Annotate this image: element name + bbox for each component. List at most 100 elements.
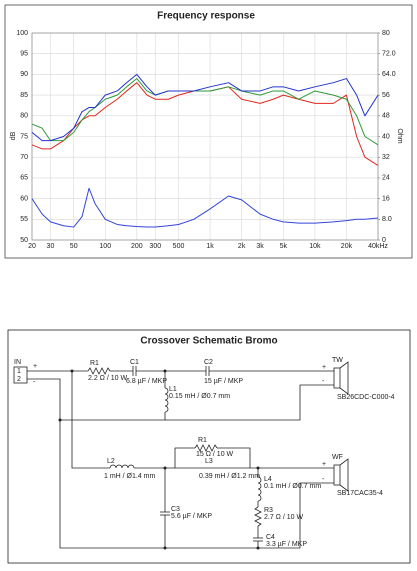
wire <box>71 371 110 469</box>
component-name: C1 <box>130 359 139 366</box>
x-tick-label: 10k <box>309 243 321 250</box>
component-name: C4 <box>266 534 275 541</box>
y2-tick-label: 32 <box>382 154 390 161</box>
x-tick-label: 200 <box>131 243 143 250</box>
input-label: IN <box>14 359 21 366</box>
speaker <box>333 367 341 389</box>
schematic-title: Crossover Schematic Bromo <box>140 336 277 347</box>
resistor <box>194 444 218 452</box>
inductor <box>164 387 169 413</box>
component-name: R1 <box>198 437 207 444</box>
y-tick-label: 65 <box>20 175 28 182</box>
chart-title: Frequency response <box>157 11 255 22</box>
plot-frame <box>31 32 379 241</box>
wire <box>27 378 334 549</box>
inductor <box>257 476 262 502</box>
y2-tick-label: 16 <box>382 195 390 202</box>
component-value: 1 mH / Ø1.4 mm <box>104 473 156 480</box>
y-tick-label: 90 <box>20 71 28 78</box>
polarity: - <box>33 379 36 386</box>
x-tick-label: 2k <box>238 243 246 250</box>
inductor <box>109 464 135 469</box>
x-tick-label: 40kHz <box>368 243 388 250</box>
junction <box>256 466 260 470</box>
y-tick-label: 60 <box>20 195 28 202</box>
y-tick-label: 80 <box>20 113 28 120</box>
component-name: C2 <box>204 359 213 366</box>
y-tick-label: 85 <box>20 92 28 99</box>
component-name: L1 <box>169 386 177 393</box>
pin: 1 <box>17 368 21 375</box>
x-tick-label: 1k <box>206 243 214 250</box>
series-line <box>31 187 379 228</box>
component-name: R1 <box>90 360 99 367</box>
x-tick-label: 30 <box>47 243 55 250</box>
y2-tick-label: 56 <box>382 92 390 99</box>
y2-tick-label: 80 <box>382 30 390 37</box>
y-axis-label: dB <box>10 131 17 140</box>
junction <box>70 369 74 373</box>
driver-model: SB17CAC35-4 <box>337 490 383 497</box>
y2-tick-label: 40 <box>382 133 390 140</box>
y-tick-label: 55 <box>20 216 28 223</box>
x-tick-label: 50 <box>70 243 78 250</box>
input-terminal <box>13 366 28 384</box>
component-name: L3 <box>205 458 213 465</box>
speaker <box>333 464 341 486</box>
component-value: 2.2 Ω / 10 W <box>88 375 127 382</box>
series-line <box>31 73 379 142</box>
x-tick-label: 5k <box>280 243 288 250</box>
pin: 2 <box>17 376 21 383</box>
resistor <box>87 367 111 375</box>
y-tick-label: 50 <box>20 237 28 244</box>
junction <box>163 369 167 373</box>
y2-tick-label: 0 <box>382 237 386 244</box>
y-tick-label: 75 <box>20 133 28 140</box>
y2-tick-label: 24 <box>382 175 390 182</box>
component-value: 6.8 µF / MKP <box>126 378 167 385</box>
component-name: L4 <box>264 476 272 483</box>
y2-tick-label: 72.0 <box>382 51 396 58</box>
junction <box>163 546 167 550</box>
component-value: 15 µF / MKP <box>204 378 243 385</box>
polarity: + <box>33 363 37 370</box>
polarity: - <box>322 476 325 483</box>
chart-frame <box>4 4 413 259</box>
schematic-frame <box>7 329 411 564</box>
x-tick-label: 20 <box>28 243 36 250</box>
x-tick-label: 3k <box>256 243 264 250</box>
y-tick-label: 100 <box>16 30 28 37</box>
junction <box>256 546 260 550</box>
component-value: 15 Ω / 10 W <box>196 451 234 458</box>
driver-name: WF <box>332 454 343 461</box>
x-tick-label: 500 <box>173 243 185 250</box>
polarity: + <box>322 364 326 371</box>
x-tick-label: 20k <box>341 243 353 250</box>
component-value: 2.7 Ω / 10 W <box>264 514 303 521</box>
driver-name: TW <box>332 357 343 364</box>
y2-tick-label: 48 <box>382 113 390 120</box>
x-tick-label: 300 <box>149 243 161 250</box>
polarity: + <box>322 461 326 468</box>
speaker-cone <box>339 458 349 492</box>
speaker-cone <box>339 361 349 395</box>
resistor <box>254 506 262 527</box>
y-tick-label: 95 <box>20 51 28 58</box>
x-tick-label: 100 <box>99 243 111 250</box>
component-name: R3 <box>264 507 273 514</box>
junction <box>163 466 167 470</box>
driver-model: SB26CDC-C000-4 <box>337 394 395 401</box>
frequency-chart: Frequency response dB Ohm 50 55 60 65 70 75 80… <box>4 4 413 259</box>
y-tick-label: 70 <box>20 154 28 161</box>
y2-tick-label: 64.0 <box>382 71 396 78</box>
component-value: 0.39 mH / Ø1.2 mm <box>199 473 260 480</box>
component-value: 5.6 µF / MKP <box>171 513 212 520</box>
component-value: 0.1 mH / Ø0.7 mm <box>264 483 321 490</box>
component-name: L2 <box>107 458 115 465</box>
component-value: 0.15 mH / Ø0.7 mm <box>169 393 230 400</box>
component-name: C3 <box>171 506 180 513</box>
junction <box>58 418 62 422</box>
polarity: - <box>322 378 325 385</box>
